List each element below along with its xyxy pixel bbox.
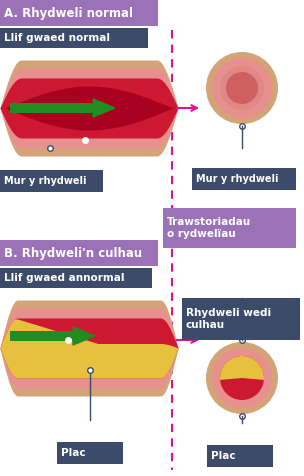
Wedge shape — [220, 356, 264, 380]
Circle shape — [220, 66, 264, 110]
Circle shape — [226, 72, 258, 104]
Text: B. Rhydweli'n culhau: B. Rhydweli'n culhau — [4, 247, 142, 259]
Circle shape — [220, 356, 264, 400]
FancyBboxPatch shape — [0, 28, 148, 48]
FancyBboxPatch shape — [207, 445, 273, 467]
FancyBboxPatch shape — [163, 208, 296, 248]
FancyBboxPatch shape — [0, 268, 152, 288]
FancyBboxPatch shape — [0, 240, 158, 266]
Text: Mur y rhydweli: Mur y rhydweli — [196, 174, 278, 184]
Text: Trawstoriadau
o rydwelïau: Trawstoriadau o rydwelïau — [167, 217, 251, 239]
Text: Mur y rhydweli: Mur y rhydweli — [4, 176, 87, 186]
FancyBboxPatch shape — [57, 442, 123, 464]
FancyBboxPatch shape — [192, 168, 296, 190]
FancyBboxPatch shape — [0, 170, 103, 192]
Text: A. Rhydweli normal: A. Rhydweli normal — [4, 7, 133, 20]
Bar — [10, 103, 93, 113]
Text: Llif gwaed normal: Llif gwaed normal — [4, 33, 110, 43]
FancyBboxPatch shape — [0, 0, 158, 26]
Bar — [10, 331, 73, 341]
Text: Plac: Plac — [61, 448, 86, 458]
Text: Plac: Plac — [211, 451, 236, 461]
Text: Llif gwaed annormal: Llif gwaed annormal — [4, 273, 125, 283]
Circle shape — [212, 348, 272, 408]
Circle shape — [206, 52, 278, 124]
Circle shape — [206, 342, 278, 414]
Text: Rhydweli wedi
culhau: Rhydweli wedi culhau — [186, 307, 271, 330]
Polygon shape — [73, 327, 95, 345]
Circle shape — [212, 58, 272, 118]
FancyBboxPatch shape — [182, 298, 300, 340]
Polygon shape — [93, 99, 115, 117]
